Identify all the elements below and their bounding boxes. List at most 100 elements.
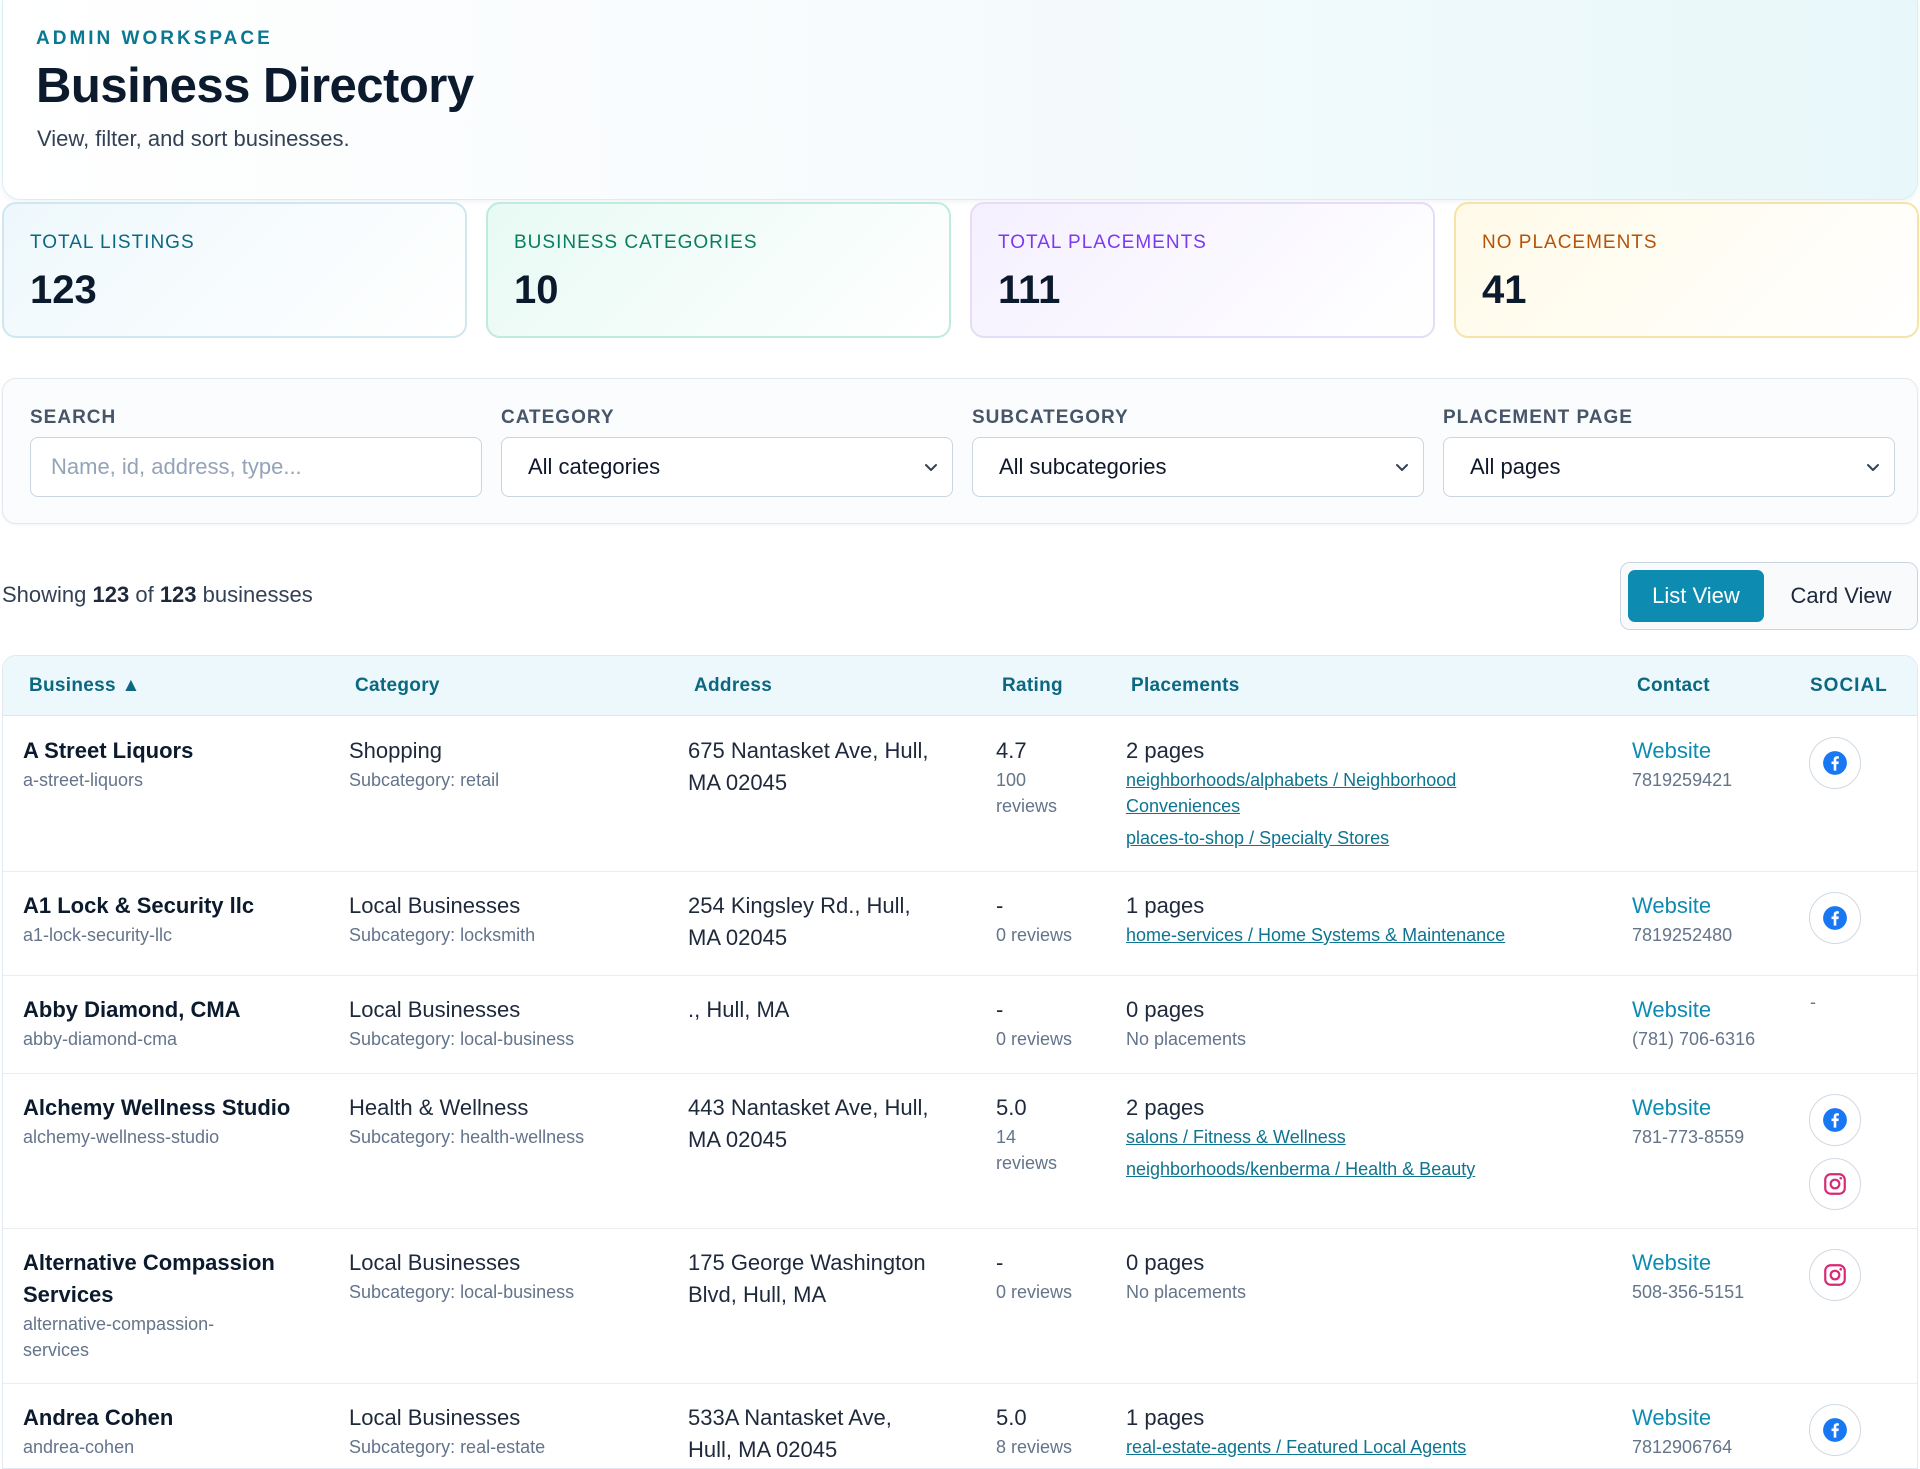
placement-link[interactable]: neighborhoods/alphabets / Neighborhood bbox=[1126, 770, 1457, 790]
business-slug: alchemy-wellness-studio bbox=[23, 1127, 220, 1147]
website-link[interactable]: Website bbox=[1632, 1095, 1712, 1120]
table-row: Abby Diamond, CMA abby-diamond-cma Local… bbox=[3, 976, 1917, 1074]
placement-count: 1 pages bbox=[1126, 893, 1205, 918]
results-shown: 123 bbox=[92, 582, 130, 607]
placement-link[interactable]: salons / Fitness & Wellness bbox=[1126, 1127, 1346, 1147]
column-header-address[interactable]: Address bbox=[694, 675, 773, 696]
results-middle: of bbox=[129, 582, 160, 607]
placement-count: 0 pages bbox=[1126, 1250, 1205, 1275]
facebook-icon[interactable] bbox=[1809, 1404, 1861, 1456]
phone-number: (781) 706-6316 bbox=[1632, 1029, 1756, 1049]
stat-card-total-placements: TOTAL PLACEMENTS 111 bbox=[970, 202, 1435, 338]
results-prefix: Showing bbox=[2, 582, 93, 607]
subcategory-name: Subcategory: real-estate bbox=[349, 1437, 546, 1457]
instagram-icon[interactable] bbox=[1809, 1249, 1861, 1301]
business-name[interactable]: A Street Liquors bbox=[23, 738, 194, 763]
website-link[interactable]: Website bbox=[1632, 1405, 1712, 1430]
review-count-label: reviews bbox=[996, 796, 1058, 816]
phone-number: 781-773-8559 bbox=[1632, 1127, 1745, 1147]
rating-value: - bbox=[996, 893, 1004, 918]
list-view-button[interactable]: List View bbox=[1628, 570, 1764, 622]
facebook-icon[interactable] bbox=[1809, 737, 1861, 789]
subcategory-name: Subcategory: local-business bbox=[349, 1029, 575, 1049]
chevron-down-icon bbox=[1396, 464, 1408, 471]
subcategory-label: SUBCATEGORY bbox=[972, 407, 1129, 428]
business-name[interactable]: Alternative Compassion bbox=[23, 1250, 275, 1275]
placement-count: 0 pages bbox=[1126, 997, 1205, 1022]
column-header-business[interactable]: Business ▲ bbox=[29, 675, 141, 697]
review-count-label: reviews bbox=[996, 1153, 1058, 1173]
table-row: Alchemy Wellness Studio alchemy-wellness… bbox=[3, 1074, 1917, 1229]
search-input[interactable]: Name, id, address, type... bbox=[30, 437, 482, 497]
rating-value: 5.0 bbox=[996, 1405, 1027, 1430]
website-link[interactable]: Website bbox=[1632, 1250, 1712, 1275]
table-row: Alternative Compassion Services alternat… bbox=[3, 1229, 1917, 1384]
website-link[interactable]: Website bbox=[1632, 997, 1712, 1022]
business-slug: andrea-cohen bbox=[23, 1437, 135, 1457]
stat-value: 123 bbox=[30, 268, 97, 312]
business-name[interactable]: Alchemy Wellness Studio bbox=[23, 1095, 291, 1120]
column-header-category[interactable]: Category bbox=[355, 675, 440, 696]
placement-page-select[interactable]: All pages bbox=[1443, 437, 1895, 497]
subcategory-name: Subcategory: locksmith bbox=[349, 925, 536, 945]
subcategory-name: Subcategory: local-business bbox=[349, 1282, 575, 1302]
facebook-icon[interactable] bbox=[1809, 1094, 1861, 1146]
category-name: Local Businesses bbox=[349, 997, 521, 1022]
category-name: Health & Wellness bbox=[349, 1095, 529, 1120]
facebook-icon[interactable] bbox=[1809, 892, 1861, 944]
table-row: Andrea Cohen andrea-cohen Local Business… bbox=[3, 1384, 1917, 1468]
placement-page-label: PLACEMENT PAGE bbox=[1443, 407, 1633, 428]
subcategory-name: Subcategory: retail bbox=[349, 770, 500, 790]
stat-value: 41 bbox=[1482, 268, 1527, 312]
business-table: Business ▲ Category Address Rating Place… bbox=[2, 655, 1918, 1469]
placement-link[interactable]: real-estate-agents / Featured Local Agen… bbox=[1126, 1437, 1467, 1457]
social-empty: - bbox=[1810, 992, 1816, 1012]
card-view-button[interactable]: Card View bbox=[1790, 583, 1892, 608]
stat-card-no-placements: NO PLACEMENTS 41 bbox=[1454, 202, 1919, 338]
stat-value: 10 bbox=[514, 268, 559, 312]
address-line: MA 02045 bbox=[688, 770, 788, 795]
placement-count: 2 pages bbox=[1126, 738, 1205, 763]
view-toggle: List View Card View bbox=[1620, 562, 1918, 630]
address-line: 175 George Washington bbox=[688, 1250, 926, 1275]
column-header-contact[interactable]: Contact bbox=[1637, 675, 1710, 696]
business-name[interactable]: A1 Lock & Security llc bbox=[23, 893, 255, 918]
placement-count: 2 pages bbox=[1126, 1095, 1205, 1120]
category-select[interactable]: All categories bbox=[501, 437, 953, 497]
placement-page-selected-value: All pages bbox=[1470, 454, 1561, 479]
instagram-icon[interactable] bbox=[1809, 1158, 1861, 1210]
workspace-eyebrow: ADMIN WORKSPACE bbox=[36, 28, 273, 49]
review-count: 0 reviews bbox=[996, 1282, 1073, 1302]
address-line: ., Hull, MA bbox=[688, 997, 790, 1022]
subcategory-select[interactable]: All subcategories bbox=[972, 437, 1424, 497]
address-line: 675 Nantasket Ave, Hull, bbox=[688, 738, 929, 763]
column-header-business-label: Business bbox=[29, 675, 116, 696]
phone-number: 508-356-5151 bbox=[1632, 1282, 1745, 1302]
placement-link-continued[interactable]: Conveniences bbox=[1126, 796, 1241, 816]
chevron-down-icon bbox=[925, 464, 937, 471]
placement-link[interactable]: places-to-shop / Specialty Stores bbox=[1126, 828, 1390, 848]
stat-label: TOTAL PLACEMENTS bbox=[998, 232, 1207, 253]
results-total: 123 bbox=[159, 582, 197, 607]
placement-link[interactable]: home-services / Home Systems & Maintenan… bbox=[1126, 925, 1506, 945]
business-name-continued[interactable]: Services bbox=[23, 1282, 114, 1307]
website-link[interactable]: Website bbox=[1632, 738, 1712, 763]
column-header-rating[interactable]: Rating bbox=[1002, 675, 1063, 696]
address-line: MA 02045 bbox=[688, 1127, 788, 1152]
website-link[interactable]: Website bbox=[1632, 893, 1712, 918]
page-header: ADMIN WORKSPACE Business Directory View,… bbox=[2, 0, 1918, 200]
placement-link[interactable]: neighborhoods/kenberma / Health & Beauty bbox=[1126, 1159, 1476, 1179]
review-count: 100 bbox=[996, 770, 1027, 790]
address-line: Hull, MA 02045 bbox=[688, 1437, 838, 1462]
review-count: 0 reviews bbox=[996, 925, 1073, 945]
subcategory-selected-value: All subcategories bbox=[999, 454, 1167, 479]
business-name[interactable]: Abby Diamond, CMA bbox=[23, 997, 241, 1022]
address-line: 533A Nantasket Ave, bbox=[688, 1405, 892, 1430]
column-header-placements[interactable]: Placements bbox=[1131, 675, 1240, 696]
category-name: Local Businesses bbox=[349, 893, 521, 918]
table-header: Business ▲ Category Address Rating Place… bbox=[3, 656, 1917, 716]
phone-number: 7819252480 bbox=[1632, 925, 1733, 945]
business-slug: alternative-compassion- bbox=[23, 1314, 215, 1334]
business-name[interactable]: Andrea Cohen bbox=[23, 1405, 174, 1430]
page-subtitle: View, filter, and sort businesses. bbox=[37, 126, 350, 151]
